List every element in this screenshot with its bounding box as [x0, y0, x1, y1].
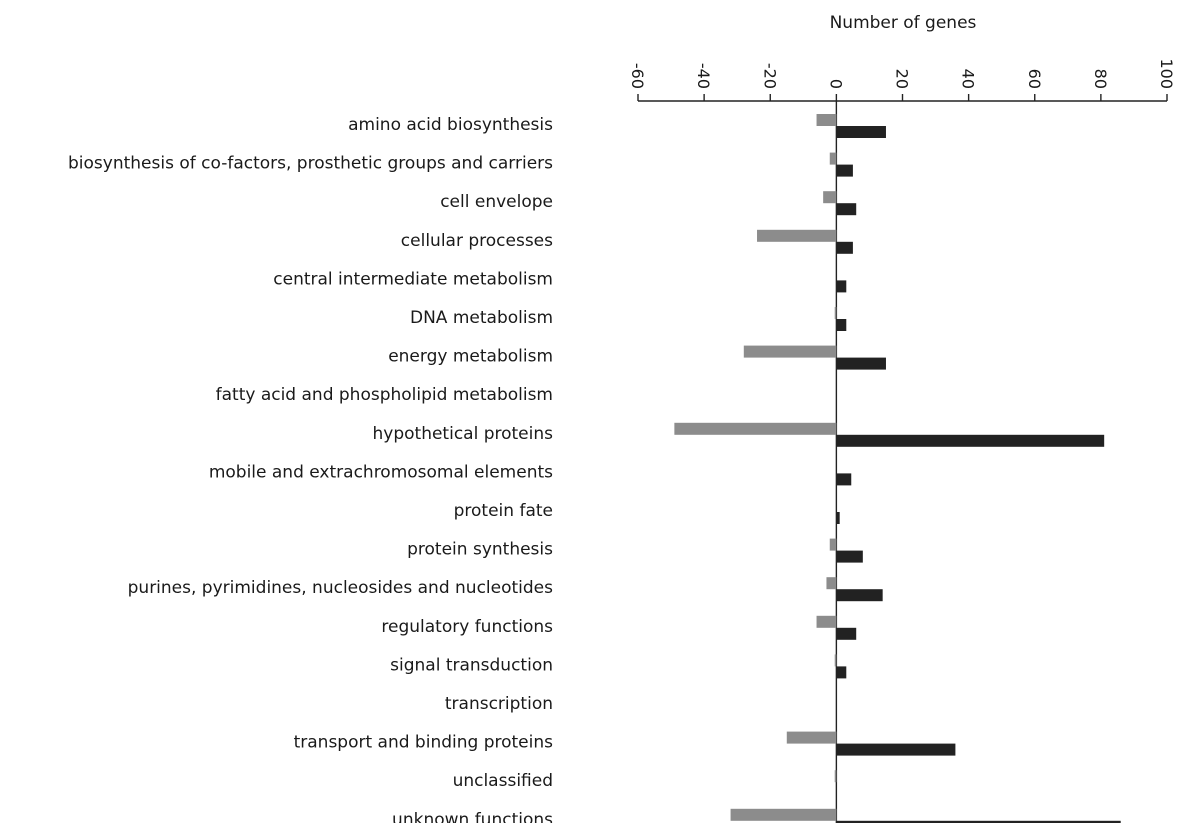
x-tick-label: 60 [1025, 69, 1044, 89]
bar-grey-negative [743, 345, 837, 358]
category-label: biosynthesis of co-factors, prosthetic g… [68, 154, 553, 174]
bar-black-positive [836, 434, 1105, 447]
category-label: protein synthesis [407, 540, 553, 560]
category-label: unclassified [453, 771, 553, 791]
category-label: cell envelope [440, 192, 553, 212]
category-label: hypothetical proteins [373, 424, 554, 444]
x-tick-label: -40 [694, 63, 713, 89]
bar-grey-negative [757, 229, 837, 242]
category-label: transport and binding proteins [294, 733, 554, 753]
x-tick-label: 100 [1157, 58, 1176, 89]
category-label: cellular processes [401, 231, 553, 251]
x-axis: -60 -40 -20 0 20 40 60 80 100 [628, 58, 1176, 823]
bar-grey-negative [834, 654, 837, 667]
x-tick-label: -60 [628, 63, 647, 89]
bar-black-positive [836, 319, 847, 331]
x-tick-label: 80 [1091, 69, 1110, 89]
category-label: transcription [445, 694, 553, 714]
bar-black-positive [836, 820, 1121, 823]
category-label: unknown functions [392, 810, 553, 823]
x-tick-label: -20 [760, 63, 779, 89]
category-label: amino acid biosynthesis [348, 115, 553, 135]
category-label: fatty acid and phospholipid metabolism [216, 385, 553, 405]
bar-black-positive [836, 203, 857, 216]
bar-black-positive [836, 666, 847, 679]
bar-grey-negative [826, 577, 837, 590]
bar-black-positive [836, 357, 886, 370]
category-label: mobile and extrachromosomal elements [209, 462, 553, 482]
bar-grey-negative [829, 538, 837, 551]
bar-grey-negative [730, 808, 837, 821]
x-tick-label: 20 [893, 69, 912, 89]
category-label: regulatory functions [381, 617, 553, 637]
bar-grey-negative [834, 307, 837, 319]
x-axis-title: Number of genes [830, 13, 977, 33]
bar-black-positive [836, 473, 852, 486]
bar-series-group [674, 114, 1121, 823]
bar-grey-negative [786, 731, 837, 744]
bar-grey-negative [823, 191, 837, 204]
bar-black-positive [836, 589, 883, 602]
category-label: signal transduction [390, 655, 553, 675]
category-label: DNA metabolism [410, 308, 553, 328]
bar-black-positive [836, 512, 840, 524]
bar-grey-negative [816, 114, 837, 126]
bar-grey-negative [834, 770, 837, 783]
category-labels: amino acid biosynthesis biosynthesis of c… [68, 115, 553, 823]
x-tick-label: 0 [826, 79, 845, 89]
category-label: energy metabolism [388, 347, 553, 367]
bar-black-positive [836, 164, 853, 177]
category-label: central intermediate metabolism [273, 269, 553, 289]
category-label: purines, pyrimidines, nucleosides and nu… [128, 578, 554, 598]
bar-black-positive [836, 126, 886, 138]
bar-grey-negative [674, 422, 837, 435]
bar-black-positive [836, 743, 956, 756]
bar-grey-negative [829, 152, 837, 165]
bar-grey-negative [816, 615, 837, 628]
bar-black-positive [836, 627, 857, 640]
x-tick-label: 40 [959, 69, 978, 89]
bar-black-positive [836, 241, 853, 254]
bar-black-positive [836, 280, 847, 293]
bar-black-positive [836, 550, 863, 563]
category-label: protein fate [454, 501, 553, 521]
